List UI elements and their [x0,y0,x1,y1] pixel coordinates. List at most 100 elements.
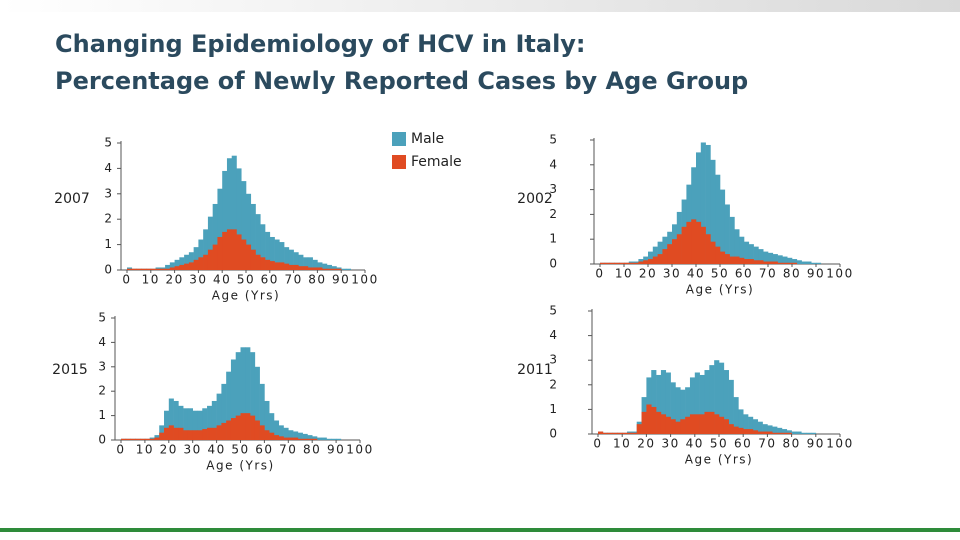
bar [633,262,639,264]
bar [322,263,328,270]
bar [709,411,715,434]
x-tick-label: 60 [734,437,752,451]
bar [197,410,203,440]
bar [274,262,280,270]
x-tick-label: 0 [595,267,604,281]
x-tick-label: 20 [165,273,183,287]
bar [169,262,175,270]
bar [694,372,700,434]
bar [221,383,227,440]
bar [216,425,222,440]
bar [312,259,318,270]
y-tick-label: 3 [98,359,107,373]
y-tick-label: 1 [98,408,107,422]
bar [787,262,793,264]
bar [226,371,232,440]
bar [298,254,304,270]
bar [710,159,716,264]
bar [657,254,663,264]
bar [660,370,667,434]
bar [141,268,147,270]
bar [245,347,251,440]
bar [748,244,754,264]
x-tick-label: 80 [782,437,800,451]
bar [801,261,807,264]
x-tick-label: 100 [346,443,373,457]
bar [135,438,141,440]
bar [207,405,213,440]
bar [278,436,284,440]
x-tick-label: 80 [303,443,321,457]
bar [714,360,720,434]
bar [777,432,783,434]
y-tick-label: 0 [549,427,558,441]
bar [772,261,778,264]
x-tick-label: 20 [160,443,178,457]
bar [173,400,179,440]
bar [331,268,337,270]
bar [317,262,323,270]
y-tick-label: 3 [104,186,113,200]
bar [240,413,246,440]
bar [715,174,721,264]
bar [127,268,133,270]
x-tick-label: 100 [826,437,853,451]
bar [768,261,774,264]
bar [254,420,260,440]
bar [617,432,623,434]
bar [791,431,797,434]
bar [696,152,702,264]
bar [724,204,730,264]
chart-label: 2002 [517,191,553,207]
bar [704,411,710,434]
bar [312,267,318,270]
bar [336,438,342,440]
bar [689,414,696,434]
bar [604,262,610,264]
bar [607,432,613,434]
bar [288,249,294,270]
bar [767,425,773,434]
x-tick-label: 90 [327,443,345,457]
bar [212,244,218,270]
bar [307,438,313,440]
bar [720,189,726,264]
x-tick-label: 80 [308,273,326,287]
bar [667,244,673,264]
bar [264,430,270,440]
y-tick-label: 4 [549,157,558,171]
bar [207,427,213,440]
bar [159,432,165,440]
bar [806,432,812,434]
x-tick-label: 0 [593,437,602,451]
x-tick-label: 20 [637,437,655,451]
bar [246,244,252,270]
bar [235,352,241,440]
bar [150,268,156,270]
bar [179,257,185,270]
bar [724,254,730,264]
bar [131,268,137,270]
bar [728,424,734,434]
x-tick-label: 10 [613,437,631,451]
y-tick-label: 5 [104,136,113,150]
bar [279,242,285,270]
bar [222,170,228,270]
bar [321,437,327,440]
x-tick-label: 30 [184,443,202,457]
bar [250,415,256,440]
bar [657,241,663,264]
bar [767,431,773,434]
bar [127,267,133,270]
bar [619,262,625,264]
bar [685,416,691,434]
bar [288,437,294,440]
bar [169,267,175,270]
bar [345,268,352,270]
bar [168,425,174,440]
bar [638,261,644,264]
bar [155,267,161,270]
bar [278,425,284,440]
bar [744,241,750,264]
bar [254,366,260,440]
